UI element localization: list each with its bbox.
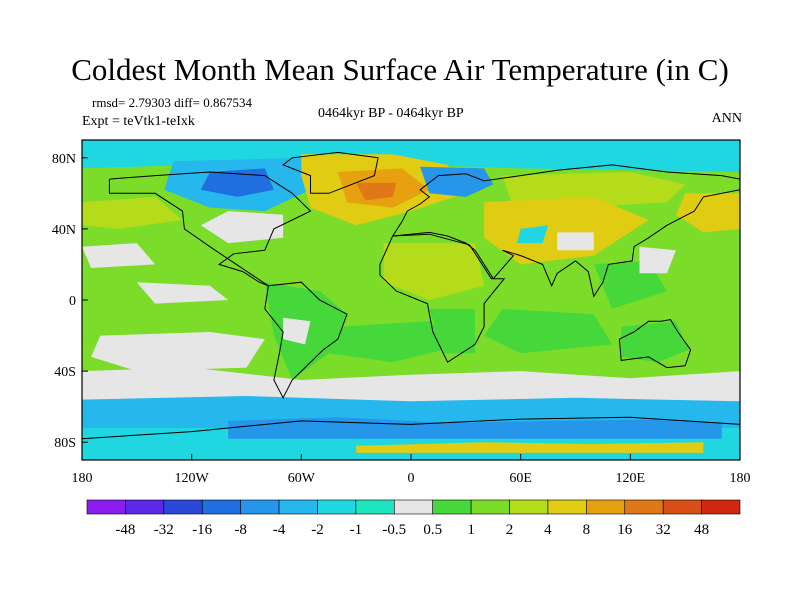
experiment-text: Expt = teVtk1-teIxk [82, 114, 195, 129]
colorbar-label: -1 [350, 522, 363, 538]
region-south-america-low [283, 317, 311, 345]
colorbar-label: 48 [694, 522, 709, 538]
colorbar-swatch [201, 499, 241, 515]
y-tick-label: 0 [69, 294, 76, 309]
colorbar-label: 8 [583, 522, 591, 538]
x-tick-label: 180 [72, 471, 93, 486]
coastline [264, 281, 348, 399]
colorbar-swatch [547, 499, 587, 515]
x-tick-label: 60W [288, 471, 316, 486]
colorbar-label: 16 [617, 522, 633, 538]
colorbar-swatch [586, 499, 626, 515]
region-southern-ocean-low [82, 367, 740, 404]
x-tick-label: 180 [730, 471, 751, 486]
region-central-asia-warm [484, 196, 649, 265]
region-north-pacific-warm [82, 196, 183, 229]
colorbar-label: -16 [192, 522, 212, 538]
region-iran-cold [517, 225, 549, 244]
colorbar-swatch [355, 499, 395, 515]
region-south-pacific-low [91, 332, 265, 372]
region-australia [621, 321, 689, 363]
coastline [392, 164, 740, 298]
y-tick-label: 40N [52, 223, 76, 238]
region-south-atlantic [328, 321, 466, 363]
colorbar-swatch [701, 499, 741, 515]
y-tick-label: 40S [54, 365, 76, 380]
colorbar-swatch [240, 499, 280, 515]
colorbar-label: 32 [656, 522, 671, 538]
x-tick-label: 60E [509, 471, 532, 486]
region-north-america-low [200, 211, 284, 244]
x-tick-label: 120E [616, 471, 646, 486]
region-north-pacific-low [82, 243, 156, 268]
stats-text: rmsd= 2.79303 diff= 0.867534 [92, 95, 252, 110]
y-tick-label: 80S [54, 436, 76, 451]
region-indian-ocean [484, 308, 613, 354]
colorbar-label: 4 [544, 522, 552, 538]
colorbar-swatch [317, 499, 357, 515]
region-siberia-warm [502, 172, 686, 208]
colorbar-swatch [86, 499, 126, 515]
colorbar-label: -2 [311, 522, 324, 538]
region-tibet-low [557, 232, 594, 251]
coastline [108, 171, 312, 287]
colorbar-label: -8 [234, 522, 247, 538]
colorbar-swatch [662, 499, 702, 515]
region-northwest-pacific-warm [676, 193, 740, 233]
colorbar-swatch [624, 499, 664, 515]
region-sahara-warm [383, 243, 485, 300]
coastline [82, 416, 740, 440]
coastline [618, 319, 692, 369]
colorbar-swatch [470, 499, 510, 515]
period-text: 0464kyr BP - 0464kyr BP [318, 106, 464, 121]
region-southern-ocean-band [82, 396, 740, 428]
region-southern-africa [429, 308, 475, 354]
region-east-pacific-low [136, 282, 229, 304]
colorbar-label: 1 [467, 522, 475, 538]
coastline [379, 233, 506, 363]
colorbar-label: -48 [115, 522, 135, 538]
colorbar-label: 2 [506, 522, 514, 538]
colorbar-label: -4 [273, 522, 286, 538]
colorbar-swatch [509, 499, 549, 515]
chart-title: Coldest Month Mean Surface Air Temperatu… [71, 52, 729, 87]
region-scandinavia-cold [420, 166, 494, 197]
colorbar-label: 0.5 [423, 522, 442, 538]
region-philippine-sea-low [639, 246, 676, 274]
colorbar-swatch [278, 499, 318, 515]
region-antarctic-warm [356, 442, 704, 453]
colorbar-swatch [163, 499, 203, 515]
colorbar-swatch [125, 499, 165, 515]
colorbar-swatch [432, 499, 472, 515]
season-text: ANN [711, 111, 742, 126]
colorbar: -48 -32 -16 -8 -4 -2 -1 -0.5 0.5 1 2 4 8 16 32 48 [86, 499, 741, 538]
colorbar-swatch [393, 499, 434, 515]
colorbar-label: -32 [154, 522, 174, 538]
map-plot [82, 140, 740, 460]
axis-ticks: 180 120W 60W 0 60E 120E 180 80N 40N 0 40S 80S [52, 152, 751, 486]
coastline [282, 151, 379, 194]
x-tick-label: 0 [408, 471, 415, 486]
region-hudson-cold [200, 168, 274, 197]
region-arctic-ocean [82, 140, 740, 172]
x-tick-label: 120W [175, 471, 210, 486]
region-north-atlantic-peak [356, 182, 397, 201]
y-tick-label: 80N [52, 152, 76, 167]
colorbar-label: -0.5 [382, 522, 406, 538]
